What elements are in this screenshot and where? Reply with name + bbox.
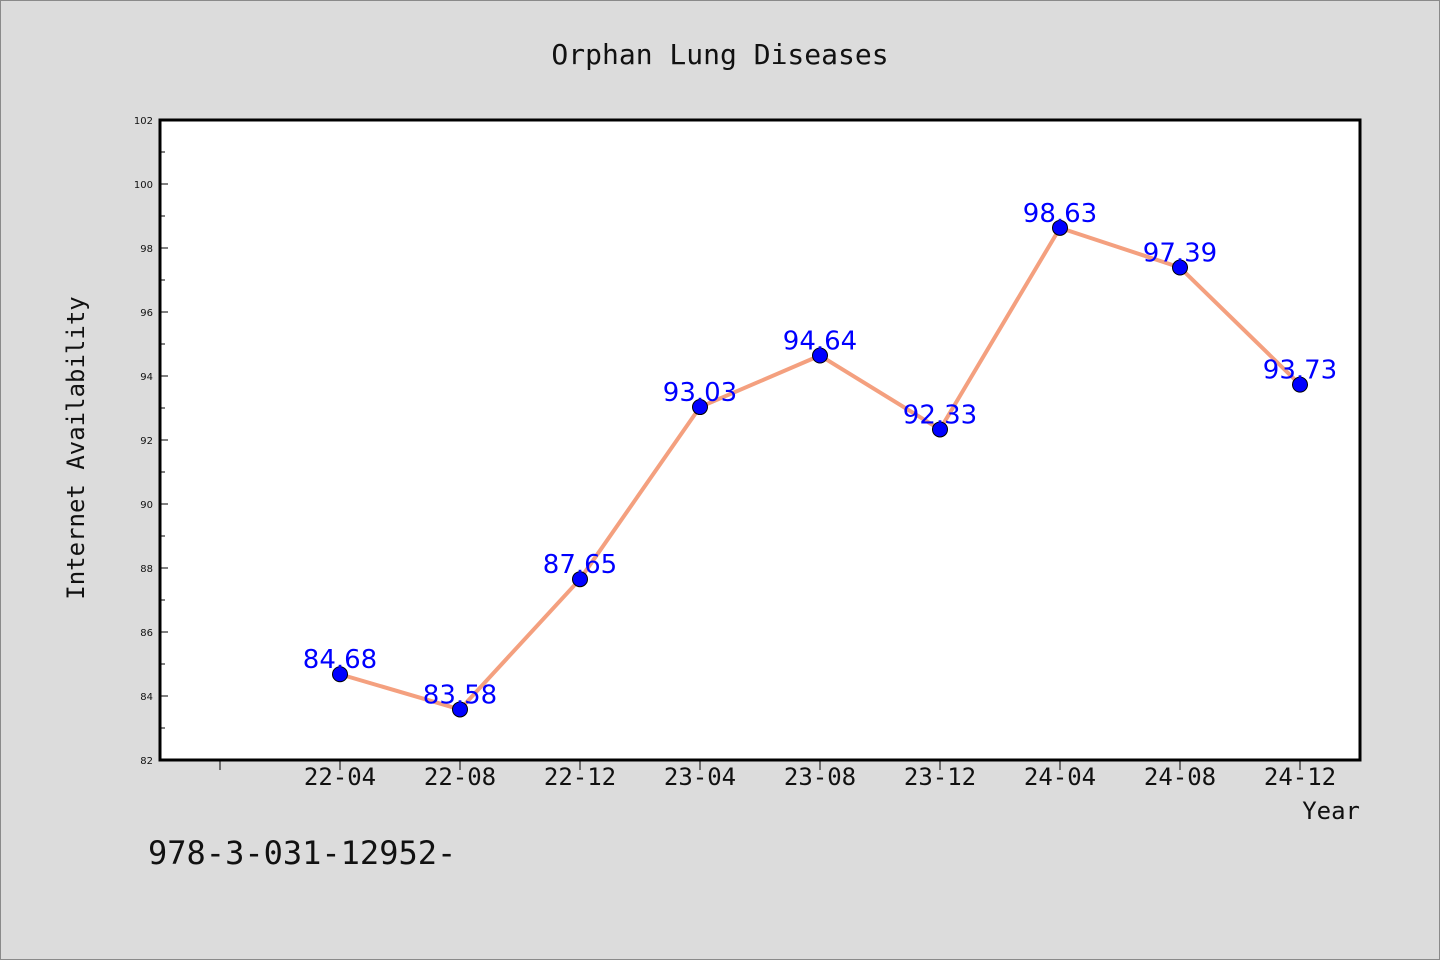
- footnote-text: 978-3-031-12952-: [148, 834, 456, 872]
- data-label: 98.63: [1023, 199, 1097, 229]
- axis-ticks: 82 84 86 88 90 92 94 96 98 100 102 22-04 22-08 22-12 2…: [134, 116, 1336, 791]
- y-tick-label: 94: [140, 372, 153, 383]
- x-tick-label: 22-08: [424, 763, 496, 791]
- y-tick-label: 84: [140, 692, 153, 703]
- x-tick-label: 22-12: [544, 763, 616, 791]
- x-tick-label: 24-08: [1144, 763, 1216, 791]
- x-tick-label: 24-04: [1024, 763, 1096, 791]
- y-tick-label: 86: [140, 628, 153, 639]
- chart-title: Orphan Lung Diseases: [551, 38, 888, 71]
- data-point: [452, 701, 468, 718]
- y-tick-label: 82: [140, 756, 153, 767]
- x-tick-label: 24-12: [1264, 763, 1336, 791]
- x-tick-label: 23-12: [904, 763, 976, 791]
- x-axis-label: Year: [1302, 797, 1360, 825]
- y-tick-label: 90: [140, 500, 153, 511]
- data-label: 87.65: [543, 550, 617, 580]
- data-point: [332, 666, 348, 683]
- x-tick-label: 22-04: [304, 763, 376, 791]
- series-layer: 84.68 83.58 87.65 93.03 94.64 92.33 98.63 97.39…: [303, 199, 1337, 718]
- y-tick-label: 100: [134, 180, 153, 191]
- y-tick-label: 96: [140, 308, 153, 319]
- data-point: [1172, 259, 1188, 276]
- y-axis-label: Internet Availability: [62, 296, 90, 599]
- data-point: [1292, 376, 1308, 393]
- data-label: 83.58: [423, 680, 497, 710]
- data-label: 97.39: [1143, 239, 1217, 269]
- data-point: [692, 399, 708, 416]
- data-point: [932, 421, 948, 438]
- data-point: [572, 571, 588, 588]
- x-tick-label: 23-08: [784, 763, 856, 791]
- data-label: 93.03: [663, 378, 737, 408]
- y-tick-label: 88: [140, 564, 153, 575]
- data-label: 94.64: [783, 327, 857, 357]
- x-tick-label: 23-04: [664, 763, 736, 791]
- y-tick-label: 92: [140, 436, 153, 447]
- data-point: [812, 347, 828, 364]
- data-point: [1052, 219, 1068, 236]
- y-tick-label: 98: [140, 244, 153, 255]
- plot-border: [158, 118, 1362, 762]
- data-label: 84.68: [303, 645, 377, 675]
- plot-area: 82 84 86 88 90 92 94 96 98 100 102 22-04 22-08 22-12 2…: [134, 116, 1362, 791]
- plot-background: [160, 120, 1360, 760]
- data-label: 93.73: [1263, 356, 1337, 386]
- y-tick-label: 102: [134, 116, 153, 127]
- data-label: 92.33: [903, 400, 977, 430]
